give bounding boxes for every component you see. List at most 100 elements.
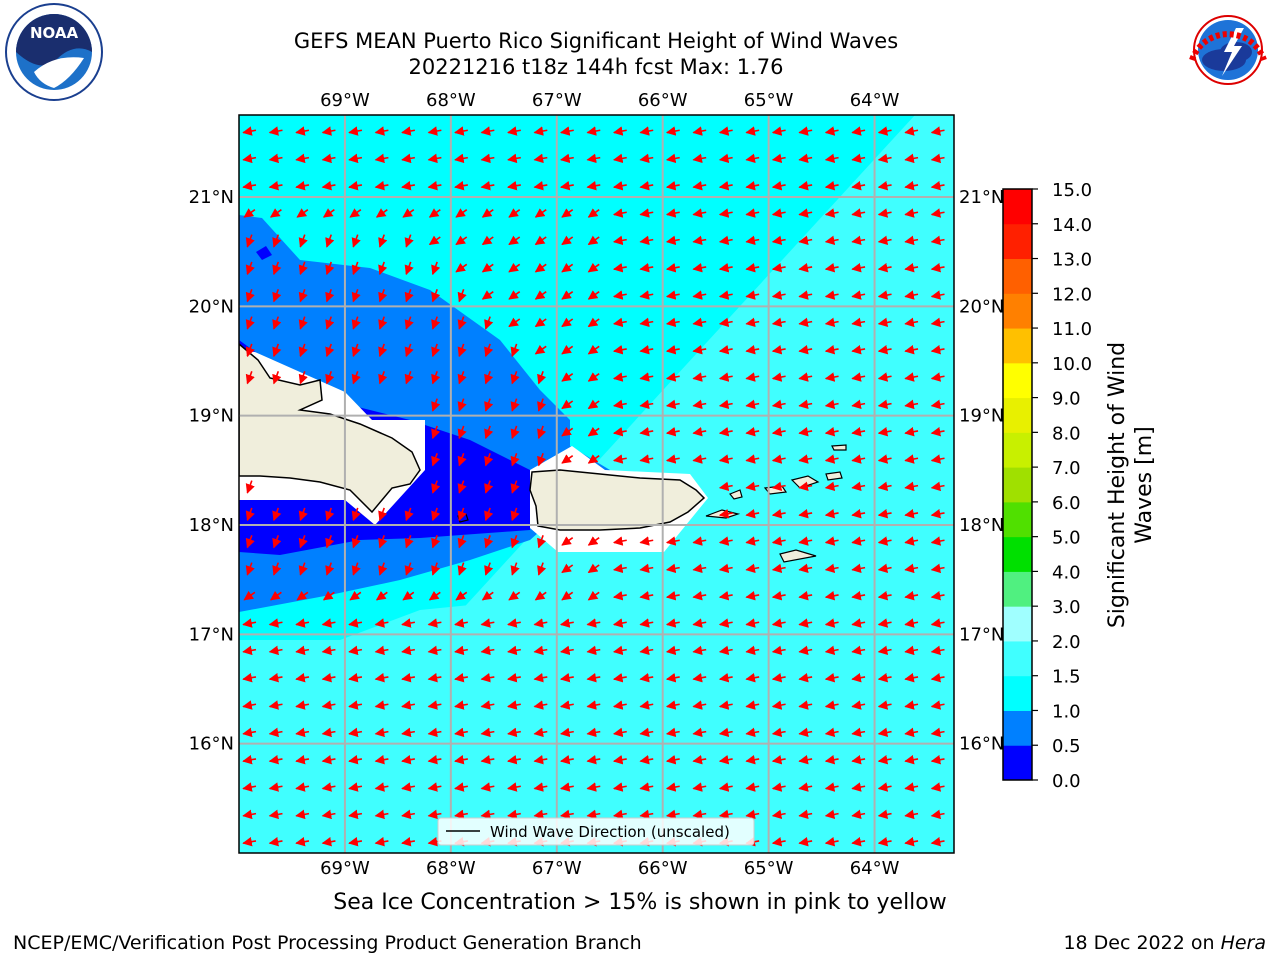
colorbar-segment [1003, 710, 1032, 746]
wind-wave-arrow [851, 344, 866, 355]
wind-wave-arrow [665, 700, 680, 710]
wind-wave-arrow [612, 153, 627, 164]
wind-wave-arrow [745, 782, 760, 792]
wind-wave-arrow [245, 480, 255, 494]
wind-wave-arrow [560, 809, 574, 820]
colorbar-tick-label: 5.0 [1052, 528, 1081, 549]
wind-wave-arrow [508, 290, 521, 300]
wind-wave-arrow [351, 289, 361, 303]
wind-wave-arrow [587, 536, 600, 546]
wind-wave-arrow [586, 754, 601, 765]
wind-wave-arrow [321, 754, 336, 765]
wind-wave-arrow [665, 645, 680, 656]
wind-wave-arrow [401, 700, 416, 710]
wind-wave-arrow [484, 398, 494, 412]
wind-wave-arrow [560, 754, 574, 765]
wind-wave-arrow [824, 782, 839, 792]
wind-wave-arrow [321, 645, 336, 656]
wind-wave-arrow [510, 343, 520, 358]
wind-wave-arrow [692, 126, 707, 136]
wind-wave-arrow [401, 180, 416, 191]
colorbar-segment [1003, 745, 1032, 781]
wind-wave-arrow [454, 618, 468, 628]
wind-wave-arrow [718, 344, 733, 355]
wind-wave-arrow [771, 153, 786, 164]
wind-wave-arrow [877, 754, 892, 765]
wind-wave-arrow [243, 590, 256, 601]
wind-wave-arrow [431, 507, 441, 522]
wind-wave-arrow [560, 153, 574, 164]
wind-wave-arrow [325, 261, 335, 276]
wind-wave-arrow [930, 262, 945, 273]
wind-wave-arrow [851, 372, 866, 382]
wind-wave-arrow [533, 700, 548, 710]
wind-wave-arrow [692, 618, 707, 628]
wind-wave-arrow [242, 809, 257, 820]
wind-wave-arrow [431, 425, 441, 440]
wind-wave-arrow [510, 507, 520, 522]
wind-wave-arrow [851, 754, 866, 765]
wind-wave-arrow [851, 399, 866, 410]
wind-wave-arrow [374, 645, 389, 656]
wind-wave-arrow [242, 754, 257, 765]
wind-wave-arrow [665, 727, 680, 738]
wind-wave-arrow [587, 317, 600, 328]
wind-wave-arrow [481, 208, 494, 218]
wind-wave-arrow [272, 507, 282, 522]
wind-wave-arrow [481, 262, 494, 273]
wind-wave-arrow [325, 507, 335, 522]
wind-wave-arrow [692, 809, 707, 820]
wind-wave-arrow [692, 235, 707, 246]
wind-wave-arrow [586, 153, 601, 164]
wind-wave-arrow [298, 289, 308, 303]
wind-wave-arrow [272, 371, 282, 385]
wind-wave-arrow [269, 208, 282, 218]
wind-wave-arrow [639, 809, 654, 820]
island-st-croix [779, 549, 817, 563]
wind-wave-arrow [534, 208, 547, 218]
wind-wave-arrow [404, 535, 414, 549]
colorbar-segment [1003, 328, 1032, 364]
wind-wave-arrow [904, 508, 919, 519]
colorbar-tick-label: 9.0 [1052, 389, 1081, 410]
wind-wave-arrow [298, 507, 308, 522]
wind-wave-arrow [851, 290, 866, 300]
wind-wave-arrow [427, 754, 442, 765]
wind-wave-arrow [851, 809, 866, 820]
wind-wave-arrow [798, 782, 813, 792]
wind-wave-arrow [639, 754, 654, 765]
wind-wave-arrow [639, 208, 654, 218]
wind-wave-arrow [771, 481, 786, 492]
wind-wave-arrow [348, 645, 363, 656]
wind-wave-arrow [321, 126, 336, 136]
colorbar-segment [1003, 432, 1032, 468]
wind-wave-arrow [533, 754, 548, 765]
wind-wave-arrow [268, 153, 283, 164]
wind-wave-arrow [349, 208, 362, 218]
wind-wave-arrow [348, 809, 363, 820]
wind-wave-arrow [904, 727, 919, 738]
wind-wave-arrow [587, 208, 600, 218]
wind-wave-arrow [665, 153, 680, 164]
wind-wave-arrow [533, 727, 548, 738]
wind-wave-arrow [612, 317, 627, 328]
wind-wave-arrow [639, 399, 654, 410]
wind-wave-arrow [378, 261, 388, 276]
wind-wave-arrow [665, 809, 680, 820]
colorbar-tick-label: 15.0 [1052, 180, 1092, 201]
wind-wave-arrow [561, 317, 574, 328]
wind-wave-arrow [851, 454, 866, 464]
wind-wave-arrow [507, 754, 521, 765]
wind-wave-arrow [877, 344, 892, 355]
wind-wave-arrow [612, 372, 627, 382]
wind-wave-arrow [718, 645, 733, 656]
wind-wave-arrow [639, 536, 654, 546]
wind-wave-arrow [904, 782, 919, 792]
lon-tick-label-bottom: 65°W [744, 858, 794, 879]
wind-wave-arrow [718, 563, 733, 574]
wind-wave-arrow [295, 645, 310, 656]
lat-tick-label-right: 17°N [959, 624, 1004, 645]
wind-wave-arrow [851, 645, 866, 656]
wind-wave-arrow [560, 782, 574, 792]
wind-wave-arrow [561, 399, 574, 410]
